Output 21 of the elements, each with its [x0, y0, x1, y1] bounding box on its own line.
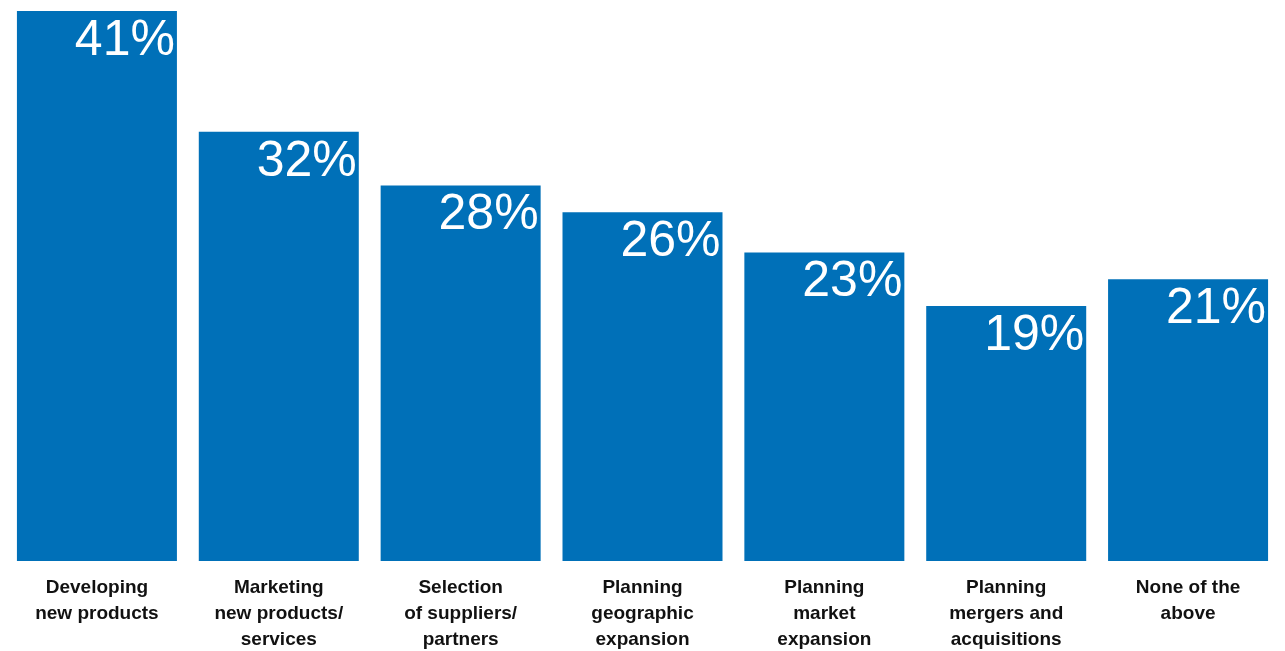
x-tick-label: Marketing new products/ services [214, 575, 344, 649]
data-label: 26% [620, 211, 721, 268]
bar [744, 252, 905, 561]
x-tick-label: Planning mergers and acquisitions [949, 575, 1064, 649]
data-label: 41% [74, 10, 175, 66]
data-label: 23% [802, 251, 903, 308]
data-label: 21% [1165, 278, 1267, 335]
x-tick-label: Planning geographic expansion [591, 575, 695, 649]
x-tick-label: Planning market expansion [777, 575, 872, 649]
x-tick-label: Developing new products [35, 575, 159, 623]
bar [926, 306, 1087, 561]
data-label: 32% [256, 130, 357, 187]
x-tick-label: None of the above [1135, 575, 1241, 623]
data-label: 28% [438, 184, 539, 241]
bar [562, 212, 723, 561]
bar [198, 131, 359, 561]
bar [380, 185, 541, 561]
bar [16, 11, 177, 561]
data-label: 19% [984, 305, 1085, 362]
x-tick-label: Selection of suppliers/ partners [404, 575, 518, 649]
bar [1108, 279, 1269, 561]
